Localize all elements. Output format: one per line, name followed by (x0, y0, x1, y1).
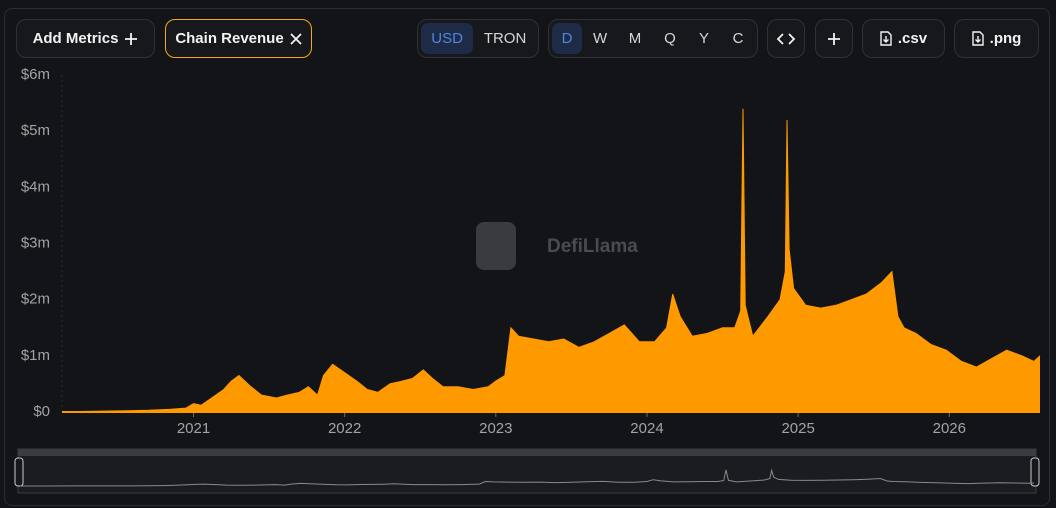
code-icon (776, 32, 796, 45)
y-tick-label: $6m (21, 66, 50, 83)
chip-label: Chain Revenue (175, 30, 284, 47)
csv-button[interactable]: .csv (862, 19, 945, 58)
toggle-option[interactable]: Y (698, 30, 709, 47)
toggle-option[interactable]: Q (664, 30, 676, 47)
toggle-option[interactable]: D (552, 23, 583, 54)
png-button[interactable]: .png (954, 19, 1039, 58)
navigator-line (20, 468, 1035, 487)
toggle-option[interactable]: C (732, 30, 744, 47)
download-icon (880, 31, 892, 46)
add-metrics-button[interactable]: Add Metrics (16, 19, 155, 58)
add-button[interactable] (815, 19, 853, 58)
x-tick-label: 2025 (781, 420, 814, 437)
metric-chip[interactable]: Chain Revenue (165, 19, 312, 58)
download-icon (971, 31, 984, 46)
embed-button[interactable] (767, 19, 805, 58)
x-tick-label: 2023 (479, 420, 512, 437)
navigator-bar (18, 449, 1036, 456)
button-label: .png (989, 30, 1022, 47)
toggle-option[interactable]: USD (421, 23, 474, 54)
chart-card (4, 8, 1050, 506)
x-tick-label: 2026 (933, 420, 966, 437)
currency-toggle: USD TRON (417, 19, 539, 58)
toggle-option[interactable]: M (628, 30, 642, 47)
plus-icon (125, 32, 138, 45)
button-label: Add Metrics (32, 30, 119, 47)
navigator-handle[interactable] (1030, 457, 1040, 487)
y-tick-label: $2m (21, 291, 50, 308)
plus-icon (828, 32, 840, 45)
y-tick-label: $4m (21, 178, 50, 195)
button-label: .csv (897, 30, 928, 47)
x-tick-label: 2022 (328, 420, 361, 437)
area (62, 108, 1040, 412)
y-tick-label: $3m (21, 234, 50, 251)
navigator-handle[interactable] (14, 457, 24, 487)
close-icon (290, 32, 302, 45)
y-tick-label: $0 (33, 403, 50, 420)
toggle-option[interactable]: W (592, 30, 608, 47)
watermark-logo (476, 222, 516, 270)
x-tick-label: 2024 (630, 420, 663, 437)
y-tick-label: $1m (21, 347, 50, 364)
area-line (61, 108, 1041, 413)
toggle-option[interactable]: TRON (483, 30, 527, 47)
y-tick-label: $5m (21, 122, 50, 139)
watermark: DefiLlama (547, 236, 638, 257)
x-tick-label: 2021 (177, 420, 210, 437)
